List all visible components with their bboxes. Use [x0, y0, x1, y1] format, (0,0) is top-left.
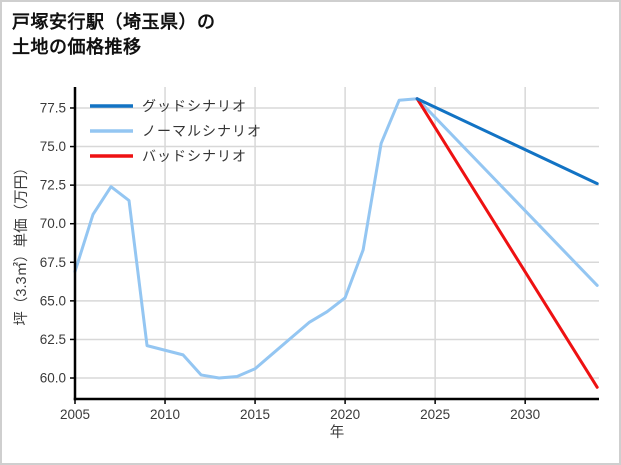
- gridlines: [74, 87, 599, 399]
- legend-item-good-scenario: グッドシナリオ: [90, 98, 247, 114]
- x-axis-label: 年: [330, 424, 345, 441]
- legend-item-bad-scenario: バッドシナリオ: [90, 148, 247, 164]
- x-tick-label: 2005: [60, 407, 90, 422]
- series-lines: [73, 97, 599, 389]
- y-tick-label: 65.0: [40, 293, 66, 308]
- x-tick-label: 2025: [420, 407, 450, 422]
- y-axis-ticks: 60.0 62.5 65.0 67.5 70.0 72.5 75.0 77.5: [40, 100, 75, 386]
- chart-title-line-1: 戸塚安行駅（埼玉県）の: [12, 12, 216, 32]
- x-tick-label: 2010: [150, 407, 180, 422]
- line-good-scenario: [415, 97, 599, 186]
- legend-label-bad-scenario: バッドシナリオ: [142, 148, 247, 164]
- y-tick-label: 60.0: [40, 371, 66, 386]
- y-tick-label: 72.5: [40, 178, 66, 193]
- y-tick-label: 70.0: [40, 216, 66, 231]
- legend-item-normal-scenario: ノーマルシナリオ: [90, 123, 262, 139]
- legend-label-normal-scenario: ノーマルシナリオ: [142, 123, 262, 139]
- x-axis-ticks: 2005 2010 2015 2020 2025 2030: [60, 399, 540, 422]
- y-tick-label: 77.5: [40, 100, 66, 115]
- chart-title: 戸塚安行駅（埼玉県）の 土地の価格推移: [12, 10, 216, 60]
- x-tick-label: 2020: [330, 407, 360, 422]
- x-tick-label: 2015: [240, 407, 270, 422]
- y-tick-label: 62.5: [40, 332, 66, 347]
- line-normal-scenario: [73, 97, 599, 380]
- y-tick-label: 75.0: [40, 139, 66, 154]
- x-tick-label: 2030: [510, 407, 540, 422]
- y-axis-label: 坪（3.3㎡）単価（万円）: [13, 160, 30, 325]
- legend-label-good-scenario: グッドシナリオ: [142, 98, 247, 114]
- axes-spines: [73, 87, 599, 401]
- line-bad-scenario: [415, 97, 599, 389]
- axis-labels: 年 坪（3.3㎡）単価（万円）: [13, 160, 344, 441]
- y-tick-label: 67.5: [40, 255, 66, 270]
- chart-title-line-2: 土地の価格推移: [12, 37, 142, 57]
